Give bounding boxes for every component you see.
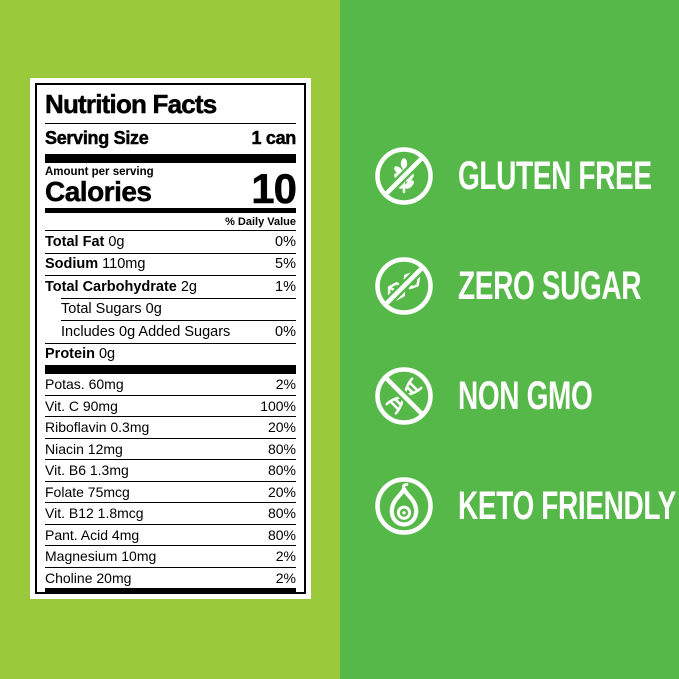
vitamin-name: Folate 75mcg <box>45 483 130 500</box>
nutrient-dv: 5% <box>275 256 296 272</box>
calories-block: Amount per serving Calories 10 <box>45 163 297 212</box>
vitamin-name: Potas. 60mg <box>45 376 124 392</box>
badge-label: KETO FRIENDLY <box>458 484 676 528</box>
nutrient-row-total-carbohydrate: Total Carbohydrate 2g 1% <box>45 275 296 298</box>
nutrient-main-section: Total Fat 0g 0% Sodium 110mg 5% Total Carb… <box>45 230 296 365</box>
vitamin-row-vitamin-b12: Vit. B12 1.8mcg 80% <box>45 502 296 524</box>
nutrient-name: Sodium <box>45 256 99 272</box>
amount-per-serving-label: Amount per serving <box>45 166 154 178</box>
background-right-panel <box>340 0 679 679</box>
divider-thick <box>45 365 296 374</box>
vitamin-section: Potas. 60mg 2% Vit. C 90mg 100% Riboflav… <box>45 374 296 588</box>
nutrient-row-total-sugars: Total Sugars 0g <box>61 297 296 321</box>
nutrient-name: Protein <box>45 346 95 362</box>
vitamin-row-folate: Folate 75mcg 20% <box>45 480 296 503</box>
divider-medium <box>45 588 296 592</box>
nutrient-dv: 0% <box>275 233 296 250</box>
vitamin-dv: 80% <box>267 526 296 543</box>
nutrient-amount: Includes 0g Added Sugars <box>61 323 231 340</box>
badge-zero-sugar: ZERO SUGAR <box>372 254 672 318</box>
vitamin-name: Riboflavin 0.3mg <box>45 419 150 435</box>
nutrient-row-added-sugars: Includes 0g Added Sugars 0% <box>61 320 296 343</box>
badge-label: NON GMO <box>458 374 593 418</box>
badge-non-gmo: NON GMO <box>372 364 672 428</box>
divider-medium <box>45 208 296 213</box>
daily-value-header: % Daily Value <box>225 216 296 228</box>
vitamin-row-magnesium: Magnesium 10mg 2% <box>45 545 296 567</box>
vitamin-row-potassium: Potas. 60mg 2% <box>45 374 296 395</box>
vitamin-row-riboflavin: Riboflavin 0.3mg 20% <box>45 416 296 438</box>
vitamin-dv: 2% <box>275 376 296 392</box>
nutrient-amount: 0g <box>98 346 116 362</box>
badge-gluten-free: GLUTEN FREE <box>372 144 672 208</box>
vitamin-row-choline: Choline 20mg 2% <box>45 566 296 589</box>
serving-size-value: 1 can <box>251 128 296 149</box>
nutrient-dv: 1% <box>275 278 296 295</box>
badge-keto-friendly: KETO FRIENDLY <box>372 474 676 538</box>
vitamin-dv: 20% <box>267 419 296 435</box>
nutrient-name: Total Fat <box>45 233 105 250</box>
divider-thick <box>45 154 296 163</box>
nutrient-amount: 2g <box>180 278 197 295</box>
vitamin-dv: 80% <box>267 440 296 457</box>
nutrient-amount: 110mg <box>102 256 146 272</box>
vitamin-name: Pant. Acid 4mg <box>45 526 140 543</box>
serving-size-label: Serving Size <box>45 128 149 149</box>
serving-size-row: Serving Size 1 can <box>45 124 297 154</box>
nutrient-row-sodium: Sodium 110mg 5% <box>45 252 296 276</box>
nutrient-dv: 0% <box>275 323 296 340</box>
vitamin-name: Niacin 12mg <box>45 440 123 457</box>
label-footnote: Not a significant source of saturated fa… <box>45 593 296 594</box>
claim-badges: GLUTEN FREE ZERO SUGAR <box>372 144 676 584</box>
nutrient-row-protein: Protein 0g <box>45 342 296 366</box>
avocado-icon <box>375 477 433 535</box>
vitamin-dv: 80% <box>267 505 296 521</box>
nutrient-name: Total Carbohydrate <box>45 278 177 295</box>
nutrition-facts-label: Nutrition Facts Serving Size 1 can Amoun… <box>30 78 311 599</box>
vitamin-dv: 80% <box>267 462 296 478</box>
vitamin-name: Vit. B6 1.3mg <box>45 462 129 478</box>
no-gmo-icon <box>375 367 433 425</box>
vitamin-name: Vit. B12 1.8mcg <box>45 505 144 521</box>
nutrient-amount: Total Sugars 0g <box>61 301 162 317</box>
vitamin-row-vitamin-b6: Vit. B6 1.3mg 80% <box>45 459 296 481</box>
label-title: Nutrition Facts <box>45 87 296 124</box>
badge-label: GLUTEN FREE <box>458 154 652 198</box>
vitamin-dv: 20% <box>267 483 296 500</box>
vitamin-row-pantothenic-acid: Pant. Acid 4mg 80% <box>45 523 296 546</box>
calories-value: 10 <box>251 164 297 212</box>
vitamin-row-niacin: Niacin 12mg 80% <box>45 437 296 460</box>
vitamin-name: Vit. C 90mg <box>45 397 118 414</box>
vitamin-name: Magnesium 10mg <box>45 548 157 564</box>
no-sugar-icon <box>375 257 433 315</box>
calories-label: Calories <box>45 176 152 207</box>
nutrition-facts-panel: Nutrition Facts Serving Size 1 can Amoun… <box>35 83 306 594</box>
vitamin-dv: 2% <box>275 548 296 564</box>
vitamin-row-vitamin-c: Vit. C 90mg 100% <box>45 394 296 417</box>
nutrient-row-total-fat: Total Fat 0g 0% <box>45 230 296 253</box>
vitamin-name: Choline 20mg <box>45 569 132 586</box>
vitamin-dv: 100% <box>260 397 296 414</box>
badge-label: ZERO SUGAR <box>458 264 642 308</box>
vitamin-dv: 2% <box>275 569 296 586</box>
no-gluten-icon <box>375 147 433 205</box>
nutrient-amount: 0g <box>108 233 125 250</box>
